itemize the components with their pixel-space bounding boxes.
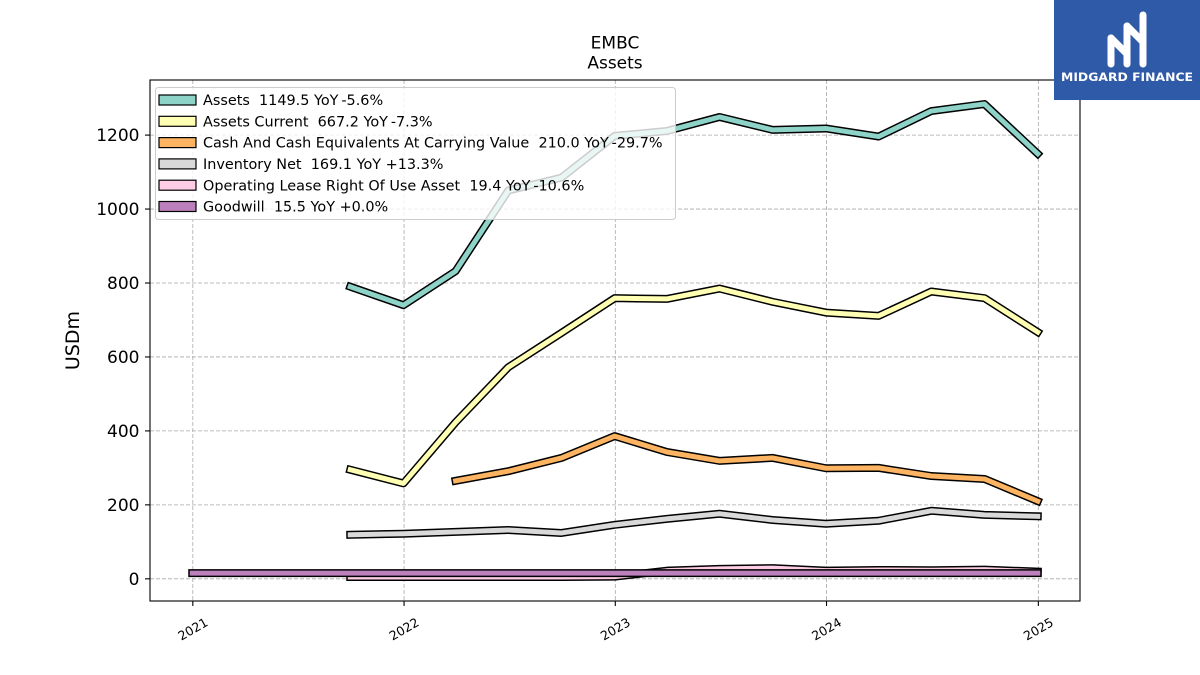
legend-item-goodwill: Goodwill 15.5 YoY +0.0%: [158, 200, 388, 216]
legend-swatch-cash-and-cash-equivalents-at-carrying-value: [158, 137, 197, 149]
y-tick-label-600: 600: [107, 348, 139, 368]
series-assets: [345, 100, 1044, 310]
y-axis-label: USDm: [62, 311, 84, 370]
y-tick-label-0: 0: [129, 570, 140, 590]
legend-label-assets-current: Assets Current 667.2 YoY -7.3%: [203, 114, 433, 130]
y-tick-label-1200: 1200: [96, 126, 139, 146]
legend-swatch-operating-lease-right-of-use-asset: [158, 179, 197, 191]
series-inventory-net: [346, 506, 1042, 539]
legend-latest-value: 667.2: [318, 114, 359, 130]
brand-logo: MIDGARD FINANCE: [1054, 0, 1200, 100]
legend-item-operating-lease-right-of-use-asset: Operating Lease Right Of Use Asset 19.4 Yo…: [158, 178, 584, 194]
series-assets-current: [345, 284, 1044, 488]
series-line-assets: [347, 101, 1042, 308]
x-tick-label-2021: 2021: [175, 615, 210, 644]
x-tick-label-2022: 2022: [387, 615, 422, 644]
legend-swatch-goodwill: [158, 200, 197, 213]
legend-swatch-inventory-net: [158, 158, 197, 170]
legend-box: [155, 87, 676, 220]
legend-latest-value: 1149.5: [259, 93, 309, 109]
series-cash-and-cash-equivalents-at-carrying-value: [450, 432, 1043, 507]
legend-series-name: Assets Current: [203, 114, 309, 130]
midgard-logo-mark-icon: [1107, 11, 1147, 68]
legend-label-assets: Assets 1149.5 YoY -5.6%: [203, 93, 383, 109]
legend-item-inventory-net: Inventory Net 169.1 YoY +13.3%: [158, 157, 443, 173]
legend-yoy-value: -7.3%: [391, 114, 433, 130]
legend-yoy-label: YoY: [356, 157, 382, 173]
legend-label-operating-lease-right-of-use-asset: Operating Lease Right Of Use Asset 19.4 Yo…: [203, 178, 584, 194]
legend: Assets 1149.5 YoY -5.6%Assets Current 667.2 Y…: [155, 87, 676, 220]
series-lines: [188, 100, 1044, 581]
legend-item-assets: Assets 1149.5 YoY -5.6%: [158, 93, 383, 109]
series-line-assets-current: [347, 286, 1042, 486]
legend-label-inventory-net: Inventory Net 169.1 YoY +13.3%: [203, 157, 443, 173]
legend-yoy-value: -10.6%: [533, 178, 584, 194]
legend-item-assets-current: Assets Current 667.2 YoY -7.3%: [158, 114, 433, 130]
legend-latest-value: 19.4: [469, 178, 501, 194]
legend-series-name: Operating Lease Right Of Use Asset: [203, 178, 460, 194]
legend-yoy-label: YoY: [313, 93, 339, 109]
legend-latest-value: 210.0: [538, 136, 579, 152]
x-tick-label-2025: 2025: [1021, 615, 1056, 644]
legend-yoy-value: +13.3%: [386, 157, 444, 173]
legend-yoy-label: YoY: [310, 200, 336, 216]
y-tick-label-400: 400: [107, 422, 139, 442]
legend-item-cash-and-cash-equivalents-at-carrying-value: Cash And Cash Equivalents At Carrying Va…: [158, 136, 663, 152]
legend-latest-value: 15.5: [274, 200, 306, 216]
x-tick-label-2023: 2023: [598, 615, 633, 644]
legend-series-name: Assets: [203, 93, 250, 109]
legend-label-cash-and-cash-equivalents-at-carrying-value: Cash And Cash Equivalents At Carrying Va…: [203, 136, 663, 152]
series-line-cash-and-cash-equivalents-at-carrying-value: [452, 433, 1042, 505]
legend-yoy-value: +0.0%: [340, 200, 389, 216]
legend-yoy-value: -29.7%: [612, 136, 663, 152]
y-tick-label-800: 800: [107, 274, 139, 294]
chart-subtitle: Assets: [587, 54, 642, 74]
legend-latest-value: 169.1: [311, 157, 352, 173]
y-tick-label-1000: 1000: [96, 200, 139, 220]
brand-name: MIDGARD FINANCE: [1061, 71, 1193, 84]
legend-yoy-label: YoY: [583, 136, 609, 152]
legend-yoy-value: -5.6%: [341, 93, 383, 109]
legend-series-name: Goodwill: [203, 200, 265, 216]
series-outline-cash-and-cash-equivalents-at-carrying-value: [450, 432, 1043, 507]
legend-yoy-label: YoY: [362, 114, 388, 130]
legend-label-goodwill: Goodwill 15.5 YoY +0.0%: [203, 200, 388, 216]
legend-series-name: Inventory Net: [203, 157, 302, 173]
x-tick-label-2024: 2024: [809, 615, 844, 644]
series-line-inventory-net: [347, 508, 1041, 538]
legend-swatch-assets-current: [158, 115, 197, 127]
y-tick-label-200: 200: [107, 496, 139, 516]
chart-title: EMBC: [591, 34, 640, 54]
legend-yoy-label: YoY: [505, 178, 531, 194]
legend-swatch-assets: [158, 94, 197, 106]
legend-series-name: Cash And Cash Equivalents At Carrying Va…: [203, 136, 529, 152]
